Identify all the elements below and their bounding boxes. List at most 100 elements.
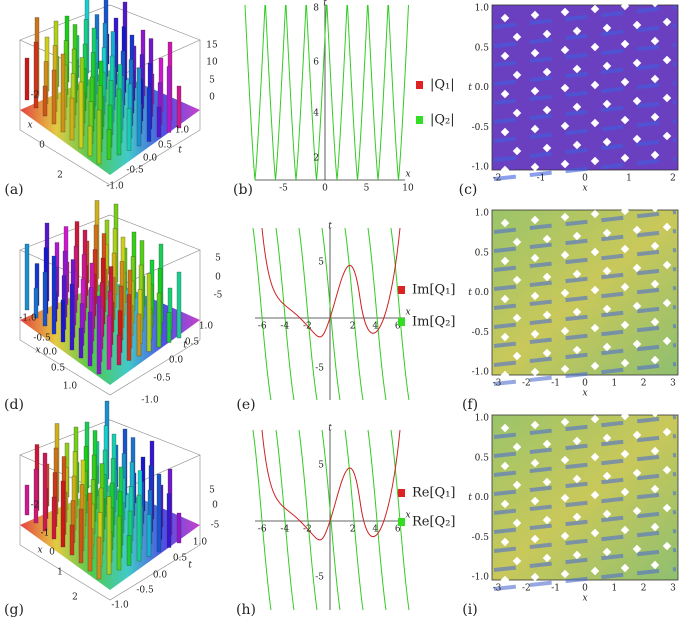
axis-label: t [323, 0, 327, 9]
x-tick-label: -6 [258, 525, 267, 535]
spike [60, 299, 66, 343]
tick-label: 0.0 [169, 356, 184, 366]
tick-label: 0 [215, 273, 221, 283]
peak [650, 560, 660, 570]
y-tick-label: 5 [318, 258, 324, 268]
x-tick-label: -3 [493, 584, 502, 594]
stripe [493, 472, 677, 496]
peak [512, 351, 522, 361]
spike [87, 311, 93, 367]
peak [542, 477, 552, 487]
peak [590, 566, 600, 576]
axis-label: t [188, 561, 192, 571]
y-tick-label: 1.0 [475, 414, 490, 424]
x-tick-label: 2 [641, 379, 647, 389]
peak [512, 275, 522, 285]
peak [500, 423, 510, 433]
peak [590, 361, 600, 371]
peak [620, 282, 630, 292]
y-tick-label: 1.0 [475, 209, 490, 219]
box-edge [19, 455, 201, 601]
peak [632, 544, 642, 554]
peak [650, 522, 660, 532]
legend-swatch [398, 318, 405, 326]
axis-label: x [582, 594, 587, 604]
tick-label: 10 [206, 58, 218, 68]
peak [542, 553, 552, 563]
peak [560, 364, 570, 374]
peak [530, 420, 540, 430]
x-tick-label: 5 [364, 184, 370, 194]
spike [33, 468, 39, 524]
stripe [493, 210, 677, 234]
peak [500, 13, 510, 23]
peak [512, 442, 522, 452]
y-tick-label: -0.5 [472, 533, 490, 543]
axis-label: t [468, 493, 472, 503]
y-tick-label: 0.5 [475, 248, 490, 258]
spike [96, 536, 102, 580]
peak [620, 563, 630, 573]
spike [87, 125, 93, 157]
peak [602, 266, 612, 276]
spike [116, 88, 122, 156]
peak [530, 329, 540, 339]
peak [542, 272, 552, 282]
spike [96, 295, 102, 375]
tick-label: 15 [206, 41, 218, 51]
peak [662, 427, 672, 437]
stripe [493, 24, 677, 48]
spike [96, 109, 102, 165]
y-tick-label: 2 [313, 154, 319, 164]
spike [156, 292, 162, 348]
x-tick-label: 0 [322, 184, 328, 194]
peak [542, 439, 552, 449]
x-tick-label: -2 [522, 379, 531, 389]
y-tick-label: 0.0 [475, 493, 490, 503]
peak [662, 260, 672, 270]
spike [166, 493, 172, 548]
stripe [493, 305, 677, 329]
tick-label: 0.0 [153, 571, 168, 581]
legend-swatch [398, 518, 405, 526]
stripe [493, 81, 677, 105]
y-tick-label: 0.5 [475, 453, 490, 463]
spike [42, 85, 48, 117]
curve-q1 [261, 227, 401, 338]
x-tick-label: -2 [303, 322, 312, 332]
spike [33, 287, 39, 319]
peak [572, 512, 582, 522]
peak [560, 569, 570, 579]
peak [500, 218, 510, 228]
peak [500, 165, 510, 175]
panel-label: (i) [462, 602, 477, 618]
axis-label: x [582, 184, 587, 194]
peak [560, 288, 570, 298]
curve-q2 [252, 429, 410, 611]
spike [24, 243, 30, 311]
spike [116, 515, 122, 571]
y-tick-label: -1.0 [472, 573, 490, 583]
spike [166, 66, 172, 133]
legend-label: Im[Q₁] [412, 283, 455, 298]
stripe [493, 286, 677, 310]
x-tick-label: 6 [395, 525, 401, 535]
tick-label: 2 [57, 171, 63, 181]
y-tick-label: -1.0 [472, 163, 490, 173]
peak [530, 458, 540, 468]
peak [500, 332, 510, 342]
panel-label: (c) [459, 182, 478, 198]
peak [590, 528, 600, 538]
tick-label: -1.0 [141, 396, 159, 406]
box-edge [19, 250, 201, 396]
x-tick-label: -4 [280, 322, 289, 332]
tick-label: -0.5 [126, 166, 144, 176]
x-tick-label: 10 [402, 184, 414, 194]
x-tick-label: 2 [350, 322, 356, 332]
stripe [493, 453, 677, 477]
axis-label: x [405, 511, 410, 521]
axis-label: x [27, 121, 32, 131]
spike [51, 255, 57, 335]
peak [620, 358, 630, 368]
